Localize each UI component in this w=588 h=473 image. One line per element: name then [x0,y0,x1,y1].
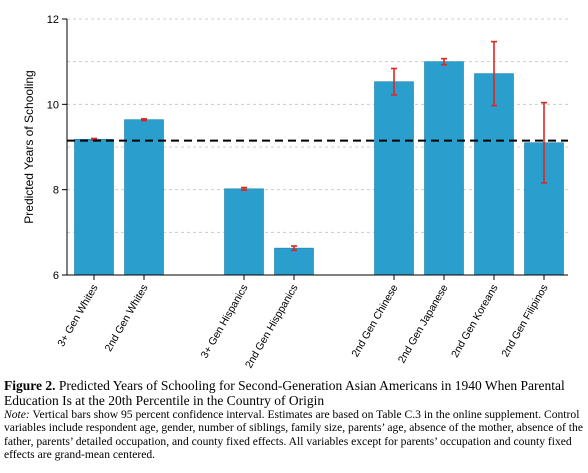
x-tick-label: 2nd Gen Hisppanics [243,283,301,371]
figure-caption: Figure 2. Predicted Years of Schooling f… [4,378,586,408]
x-tick-label: 3+ Gen Whites [55,283,100,349]
bar [74,139,114,276]
error-bars [91,40,547,252]
x-tick-label: 2nd Gen Filipinos [499,283,550,360]
x-tick-label: 2nd Gen Chinese [349,282,400,359]
bar [424,61,464,276]
x-tick-label: 2nd Gen Koreans [449,283,501,360]
figure-label: Figure 2. [4,378,56,393]
x-tick-label: 2nd Gen Whites [103,283,151,354]
figure-note: Note: Vertical bars show 95 percent conf… [4,408,586,462]
y-tick-label: 12 [47,14,59,26]
y-tick-label: 6 [53,270,59,282]
axes [62,18,568,280]
bar [374,81,414,276]
bar [274,247,314,276]
figure-title: Predicted Years of Schooling for Second-… [4,378,565,408]
y-tick-label: 10 [47,99,59,111]
bars [74,61,564,276]
bar [224,188,264,276]
note-label: Note: [4,408,30,421]
bar [474,73,514,276]
y-tick-label: 8 [53,185,59,197]
note-text: Vertical bars show 95 percent confidence… [4,408,583,462]
y-axis-label: Predicted Years of Schooling [22,70,36,223]
y-tick-labels: 6 8 10 12 [47,14,59,282]
bar [124,119,164,276]
x-tick-label: 2nd Gen Japanese [396,282,451,365]
x-tick-label: 3+ Gen Hispanics [199,283,251,361]
x-tick-labels: 3+ Gen Whites 2nd Gen Whites 3+ Gen Hispan… [55,282,550,370]
